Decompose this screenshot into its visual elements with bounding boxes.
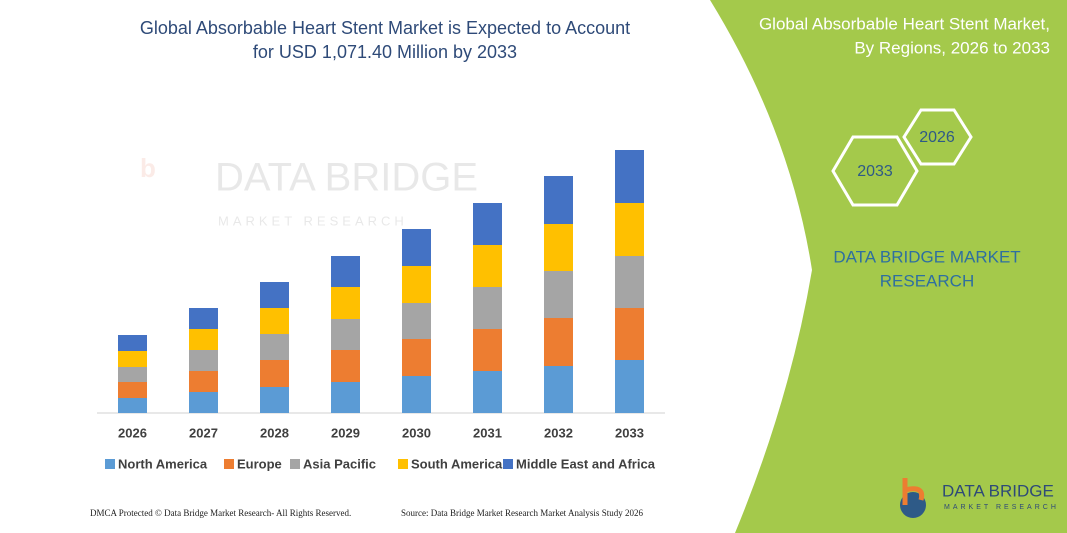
x-tick-label: 2027 [189, 425, 218, 440]
x-tick-label: 2028 [260, 425, 289, 440]
bar-segment [615, 308, 644, 360]
logo-tagline: MARKET RESEARCH [944, 504, 1059, 511]
bar-segment [189, 392, 218, 413]
green-panel [710, 0, 1067, 533]
bar-segment [615, 256, 644, 308]
bar-segment [331, 319, 360, 350]
bar-segment [260, 308, 289, 334]
bar-segment [118, 382, 147, 398]
bar-segment [473, 371, 502, 413]
bar-segment [544, 271, 573, 318]
x-tick-label: 2030 [402, 425, 431, 440]
footer-left: DMCA Protected © Data Bridge Market Rese… [90, 508, 351, 518]
hexagon [902, 108, 973, 166]
bar-segment [615, 360, 644, 413]
bar-segment [544, 366, 573, 413]
bar-segment [402, 376, 431, 413]
bar-segment [473, 329, 502, 371]
bar-segment [615, 150, 644, 203]
legend-label: Asia Pacific [303, 456, 376, 471]
hexagon-label: 2033 [857, 163, 893, 180]
chart-title: Global Absorbable Heart Stent Market is … [140, 18, 630, 38]
bar-segment [473, 245, 502, 287]
hexagon [831, 135, 919, 207]
legend-swatch [503, 459, 513, 469]
x-tick-label: 2026 [118, 425, 147, 440]
bar-segment [118, 351, 147, 367]
bar-segment [118, 367, 147, 382]
panel-brand: DATA BRIDGE MARKET [833, 247, 1020, 266]
legend-label: Middle East and Africa [516, 456, 656, 471]
bar-segment [544, 318, 573, 366]
bar-segment [402, 229, 431, 266]
legend-swatch [398, 459, 408, 469]
bar-segment [189, 308, 218, 329]
panel-brand: RESEARCH [880, 271, 974, 290]
bar-segment [615, 203, 644, 256]
x-tick-label: 2029 [331, 425, 360, 440]
legend-label: North America [118, 456, 208, 471]
legend-swatch [105, 459, 115, 469]
watermark-icon: b [140, 153, 156, 183]
bar-segment [402, 339, 431, 376]
bar-segment [402, 303, 431, 339]
bar-segment [260, 282, 289, 308]
legend-label: South America [411, 456, 503, 471]
bar-segment [473, 287, 502, 329]
watermark-brand: DATA BRIDGE [215, 156, 478, 200]
bar-segment [260, 387, 289, 413]
logo-brand: DATA BRIDGE [942, 481, 1054, 500]
hexagon-label: 2026 [919, 129, 955, 146]
bar-segment [331, 350, 360, 382]
legend-label: Europe [237, 456, 282, 471]
bar-segment [260, 334, 289, 360]
panel-title: Global Absorbable Heart Stent Market, [759, 14, 1050, 33]
bar-segment [189, 329, 218, 350]
x-tick-label: 2033 [615, 425, 644, 440]
bar-segment [118, 335, 147, 351]
chart-title: for USD 1,071.40 Million by 2033 [253, 42, 517, 62]
logo-icon [902, 478, 925, 505]
legend-swatch [290, 459, 300, 469]
bar-segment [260, 360, 289, 387]
bar-segment [473, 203, 502, 245]
bar-segment [118, 398, 147, 413]
footer-right: Source: Data Bridge Market Research Mark… [401, 508, 643, 518]
bar-segment [402, 266, 431, 303]
legend-swatch [224, 459, 234, 469]
x-tick-label: 2032 [544, 425, 573, 440]
bar-segment [331, 287, 360, 319]
bar-segment [331, 382, 360, 413]
bar-segment [544, 224, 573, 271]
panel-title: By Regions, 2026 to 2033 [854, 38, 1050, 57]
bar-segment [544, 176, 573, 224]
bar-segment [331, 256, 360, 287]
x-tick-label: 2031 [473, 425, 502, 440]
watermark-tagline: MARKET RESEARCH [218, 213, 408, 228]
bar-segment [189, 371, 218, 392]
bar-segment [189, 350, 218, 371]
